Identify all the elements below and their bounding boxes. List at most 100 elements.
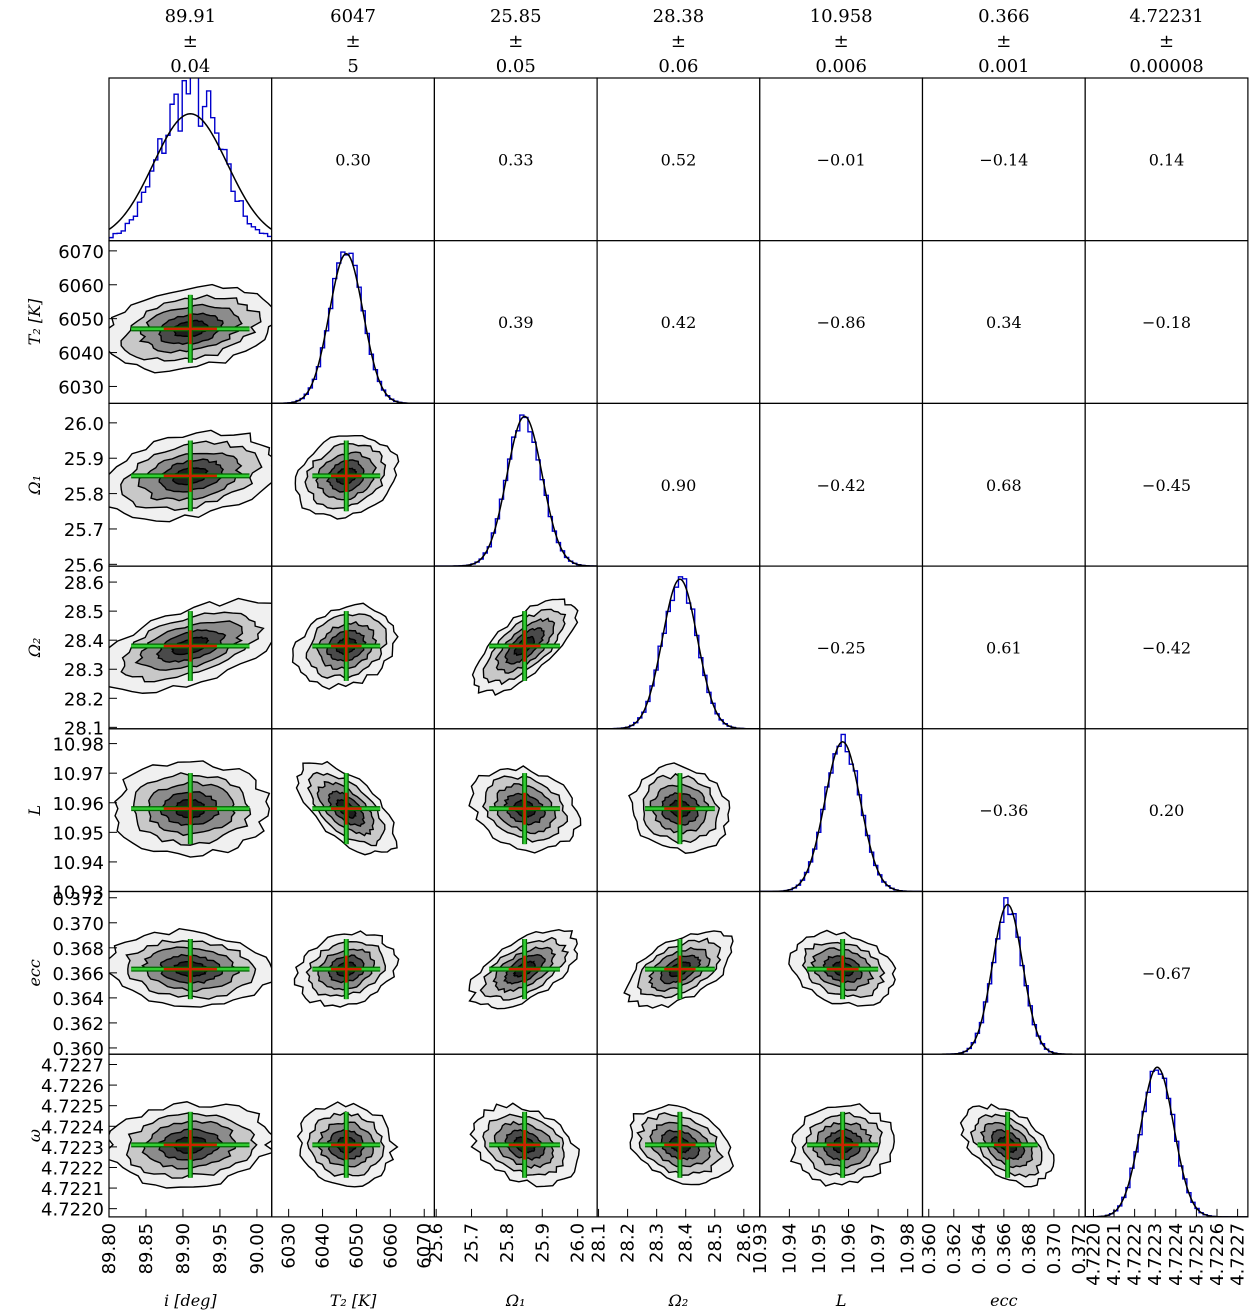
summary-pm-T2: ± [346,31,361,52]
x-tick-label: 25.6 [426,1223,447,1263]
panel-frame [1084,1053,1249,1218]
panel-Omega2-T2 [271,565,436,730]
panel-Omega1-Omega2: 0.90 [596,402,761,567]
panel-i-Omega1: 0.33 [433,77,598,242]
x-axis-label-L: L [835,1291,847,1310]
panel-i-ecc: −0.14 [921,77,1086,242]
y-tick-label: 4.7224 [41,1117,104,1138]
panel-Omega2-omega: −0.42 [1084,565,1249,730]
correlation-value: −0.86 [817,313,866,332]
panel-T2-omega: −0.18 [1084,240,1249,404]
y-tick-label: 0.362 [52,1014,104,1035]
x-tick-label: 10.94 [779,1223,800,1275]
panel-frame [1084,402,1249,567]
correlation-value: 0.68 [986,476,1022,495]
panel-Omega2-L: −0.25 [759,565,924,730]
panel-i-T2: 0.30 [271,77,436,242]
y-tick-label: 10.97 [52,764,104,785]
histogram-Omega2 [597,576,760,729]
x-tick-label: 4.7220 [1083,1223,1104,1286]
panel-i-i [108,77,273,242]
panel-Omega1-i: 25.6 25.7 25.8 25.9 26.0 [64,402,273,576]
panel-frame [433,402,598,567]
x-tick-label: 28.6 [734,1223,755,1263]
x-tick-label: 0.370 [1044,1223,1065,1275]
y-axis-label-ecc: ecc [25,959,44,986]
panel-L-L [759,728,924,893]
correlation-value: 0.90 [661,476,697,495]
panel-frame [433,77,598,242]
panel-frame [1084,890,1249,1055]
panel-Omega1-L: −0.42 [759,402,924,567]
x-tick-label: 25.7 [462,1223,483,1263]
y-tick-label: 4.7227 [41,1055,104,1076]
panel-Omega2-i: 28.1 28.2 28.3 28.4 28.5 28.6 [64,565,273,739]
panel-Omega1-omega: −0.45 [1084,402,1249,567]
x-tick-label: 0.360 [919,1223,940,1275]
correlation-value: 0.39 [498,313,534,332]
x-tick-label: 28.5 [705,1223,726,1263]
panel-ecc-Omega1 [433,890,598,1055]
panel-Omega2-Omega2 [596,565,761,730]
summary-pm-Omega1: ± [508,31,523,52]
correlation-value: −0.67 [1142,964,1191,983]
y-tick-label: 6040 [58,344,104,365]
correlation-value: −0.42 [817,476,866,495]
summary-error-Omega2: 0.06 [658,56,698,77]
panel-omega-L: 10.93 10.94 10.95 10.96 10.97 10.98 [750,1053,924,1275]
panel-frame [759,728,924,893]
y-tick-label: 4.7225 [41,1097,104,1118]
panel-ecc-ecc [921,890,1086,1055]
x-tick-label: 4.7222 [1125,1223,1146,1286]
panel-frame [596,402,761,567]
panel-T2-ecc: 0.34 [921,240,1086,404]
x-tick-label: 6040 [313,1223,334,1269]
y-tick-label: 0.368 [52,939,104,960]
summary-pm-omega: ± [1159,31,1174,52]
panel-frame [759,565,924,730]
y-tick-label: 25.9 [64,449,104,470]
panel-frame [433,240,598,404]
correlation-value: −0.01 [817,150,866,169]
x-tick-label: 10.96 [839,1223,860,1275]
gaussian-fit-omega [1085,1066,1248,1217]
summary-pm-ecc: ± [996,31,1011,52]
y-tick-label: 6050 [58,310,104,331]
summary-pm-Omega2: ± [671,31,686,52]
summary-error-T2: 5 [347,56,358,77]
x-tick-label: 28.4 [676,1223,697,1263]
gaussian-fit-L [759,741,923,892]
gaussian-fit-i [109,113,272,231]
y-tick-label: 4.7221 [41,1179,104,1200]
x-tick-label: 10.97 [868,1223,889,1275]
panel-omega-T2: 6030 6040 6050 6060 6070 [271,1053,435,1269]
x-tick-label: 89.90 [173,1223,194,1275]
summary-value-Omega1: 25.85 [490,6,542,27]
y-tick-label: 4.7223 [41,1138,104,1159]
x-tick-label: 89.85 [136,1223,157,1275]
histogram-ecc [922,897,1086,1055]
y-tick-label: 0.364 [52,989,104,1010]
panel-Omega1-T2 [271,402,436,567]
correlation-value: 0.30 [335,150,371,169]
summary-error-ecc: 0.001 [978,56,1030,77]
panel-Omega2-ecc: 0.61 [921,565,1086,730]
correlation-value: −0.18 [1142,313,1191,332]
y-tick-label: 25.7 [64,520,104,541]
histogram-L [759,733,923,892]
x-axis-label-Omega1: Ω₁ [505,1291,526,1310]
summary-value-ecc: 0.366 [978,6,1030,27]
summary-error-L: 0.006 [815,56,867,77]
panel-T2-L: −0.86 [759,240,924,404]
x-tick-label: 0.364 [969,1223,990,1275]
y-tick-label: 10.96 [52,794,104,815]
panel-omega-i: 4.72204.72214.72224.72234.72244.72254.72… [41,1053,273,1275]
correlation-value: 0.20 [1149,801,1185,820]
histogram-Omega1 [434,414,598,567]
y-axis-label-Omega1: Ω₁ [25,475,44,496]
x-tick-label: 4.7225 [1186,1223,1207,1286]
x-tick-label: 4.7223 [1145,1223,1166,1286]
y-tick-label: 10.98 [52,735,104,756]
panel-T2-i: 6030 6040 6050 6060 6070 [58,240,273,404]
y-tick-label: 6070 [58,242,104,263]
